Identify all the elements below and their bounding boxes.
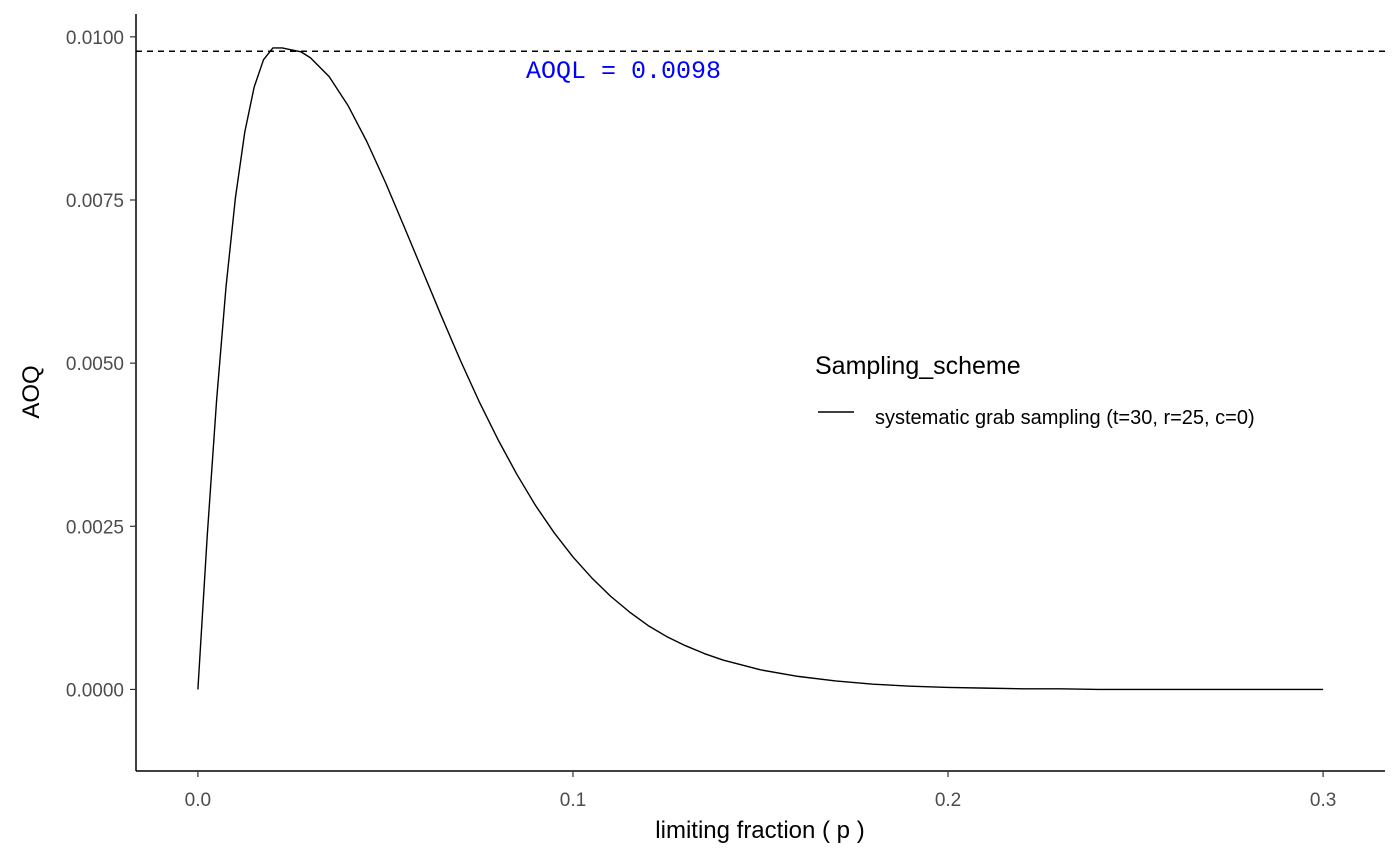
x-tick-label-3: 0.3 bbox=[1310, 790, 1336, 811]
chart-text: limiting fraction ( p ) AOQ Sampling_sch… bbox=[18, 57, 1255, 844]
y-axis-title: AOQ bbox=[18, 365, 45, 418]
y-tick-label-2: 0.0050 bbox=[66, 354, 124, 375]
y-tick-label-4: 0.0100 bbox=[66, 28, 124, 49]
x-tick-label-1: 0.1 bbox=[560, 790, 586, 811]
legend-label: systematic grab sampling (t=30, r=25, c=… bbox=[875, 407, 1255, 429]
axes: 0.0 0.1 0.2 0.3 0.0000 0.0025 0.0050 0.0075 0.01… bbox=[66, 14, 1385, 811]
plot-area bbox=[136, 47, 1385, 691]
x-tick-label-0: 0.0 bbox=[185, 790, 211, 811]
x-tick-label-2: 0.2 bbox=[935, 790, 961, 811]
aoql-annotation: AOQL = 0.0098 bbox=[526, 57, 721, 86]
x-axis-title: limiting fraction ( p ) bbox=[655, 817, 864, 844]
y-tick-label-0: 0.0000 bbox=[66, 680, 124, 701]
series-line-0 bbox=[197, 47, 1324, 691]
legend-title: Sampling_scheme bbox=[815, 352, 1021, 380]
y-tick-label-1: 0.0025 bbox=[66, 517, 124, 538]
y-tick-label-3: 0.0075 bbox=[66, 191, 124, 212]
